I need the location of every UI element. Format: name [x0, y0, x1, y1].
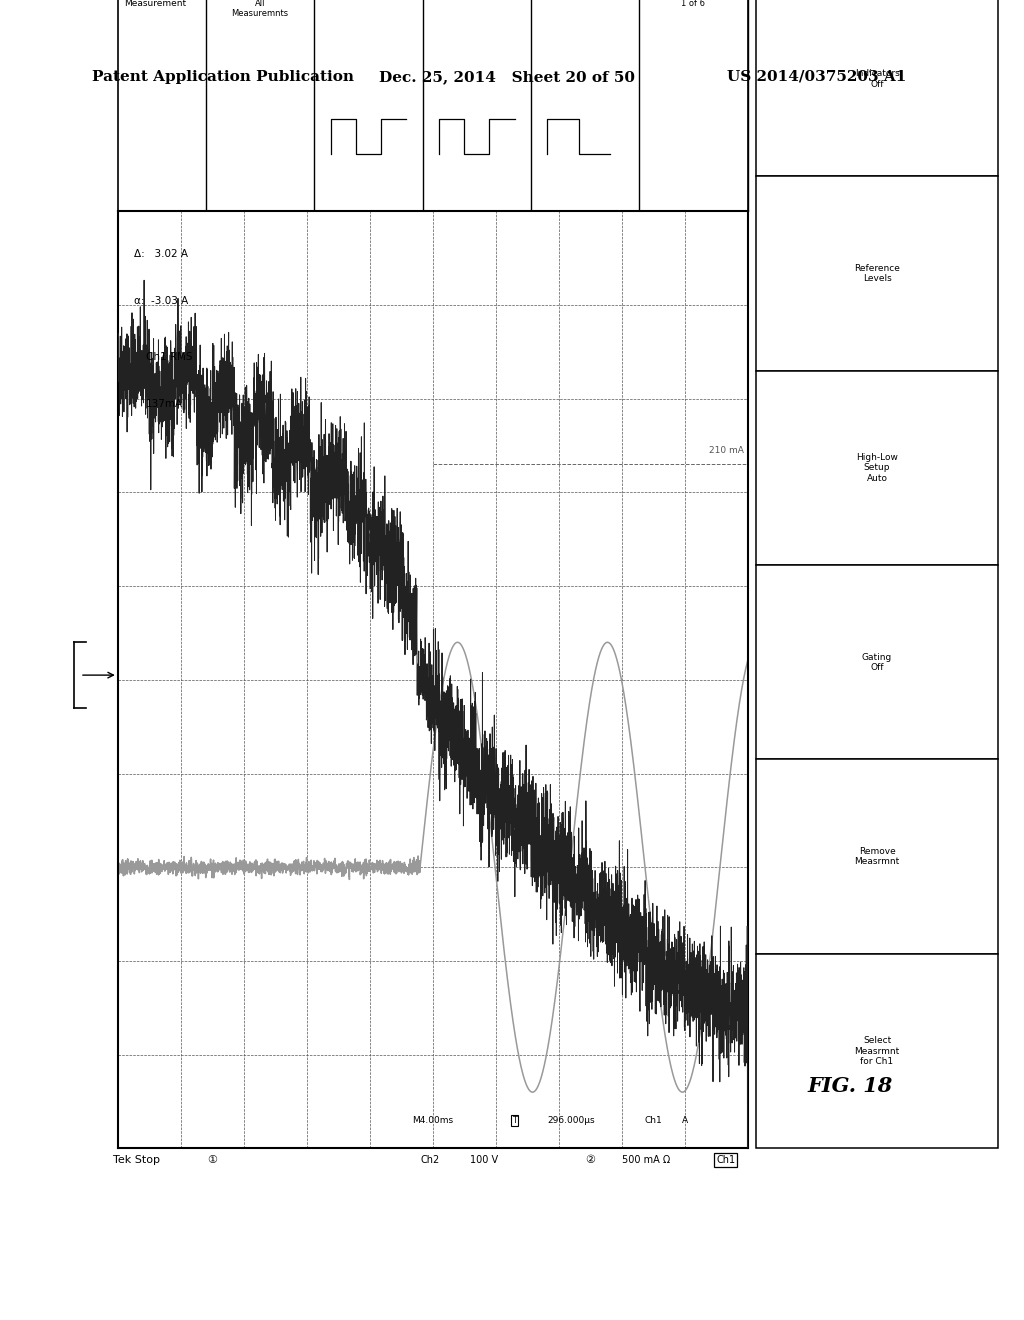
Text: M4.00ms: M4.00ms — [412, 1115, 454, 1125]
Text: High-Low
Setup
Auto: High-Low Setup Auto — [856, 453, 898, 483]
Text: Ch1: Ch1 — [716, 1155, 735, 1166]
Text: Δ:   3.02 A: Δ: 3.02 A — [133, 248, 187, 259]
Text: 137mA: 137mA — [146, 399, 183, 409]
Text: T: T — [512, 1115, 517, 1125]
Text: ②: ② — [585, 1155, 595, 1166]
Text: Select
Measrmnt
for Ch1: Select Measrmnt for Ch1 — [854, 1036, 900, 1067]
Text: Reference
Levels: Reference Levels — [854, 264, 900, 282]
Text: Remove
Measrmnt: Remove Measrmnt — [854, 847, 900, 866]
Text: - more -
1 of 6: - more - 1 of 6 — [677, 0, 710, 8]
Text: Indicators
Off: Indicators Off — [855, 69, 899, 88]
Text: Ch2: Ch2 — [420, 1155, 439, 1166]
Text: Patent Application Publication: Patent Application Publication — [92, 70, 354, 84]
Text: Ch1: Ch1 — [644, 1115, 662, 1125]
Text: 296.000μs: 296.000μs — [548, 1115, 595, 1125]
Text: US 2014/0375203 A1: US 2014/0375203 A1 — [727, 70, 906, 84]
Text: Select
Measurement: Select Measurement — [124, 0, 186, 8]
Text: Gating
Off: Gating Off — [862, 652, 892, 672]
Text: 500 mA Ω: 500 mA Ω — [622, 1155, 670, 1166]
Text: Snapshot
All
Measuremnts: Snapshot All Measuremnts — [231, 0, 289, 18]
Text: Tek Stop: Tek Stop — [113, 1155, 160, 1166]
Text: 100 V: 100 V — [470, 1155, 499, 1166]
Text: ①: ① — [207, 1155, 217, 1166]
Text: A: A — [682, 1115, 687, 1125]
Text: Dec. 25, 2014   Sheet 20 of 50: Dec. 25, 2014 Sheet 20 of 50 — [379, 70, 635, 84]
Text: 210 mA: 210 mA — [710, 446, 744, 454]
Text: α:  -3.03 A: α: -3.03 A — [133, 296, 187, 305]
Text: Ch1 RMS: Ch1 RMS — [146, 351, 193, 362]
Text: FIG. 18: FIG. 18 — [807, 1076, 893, 1096]
